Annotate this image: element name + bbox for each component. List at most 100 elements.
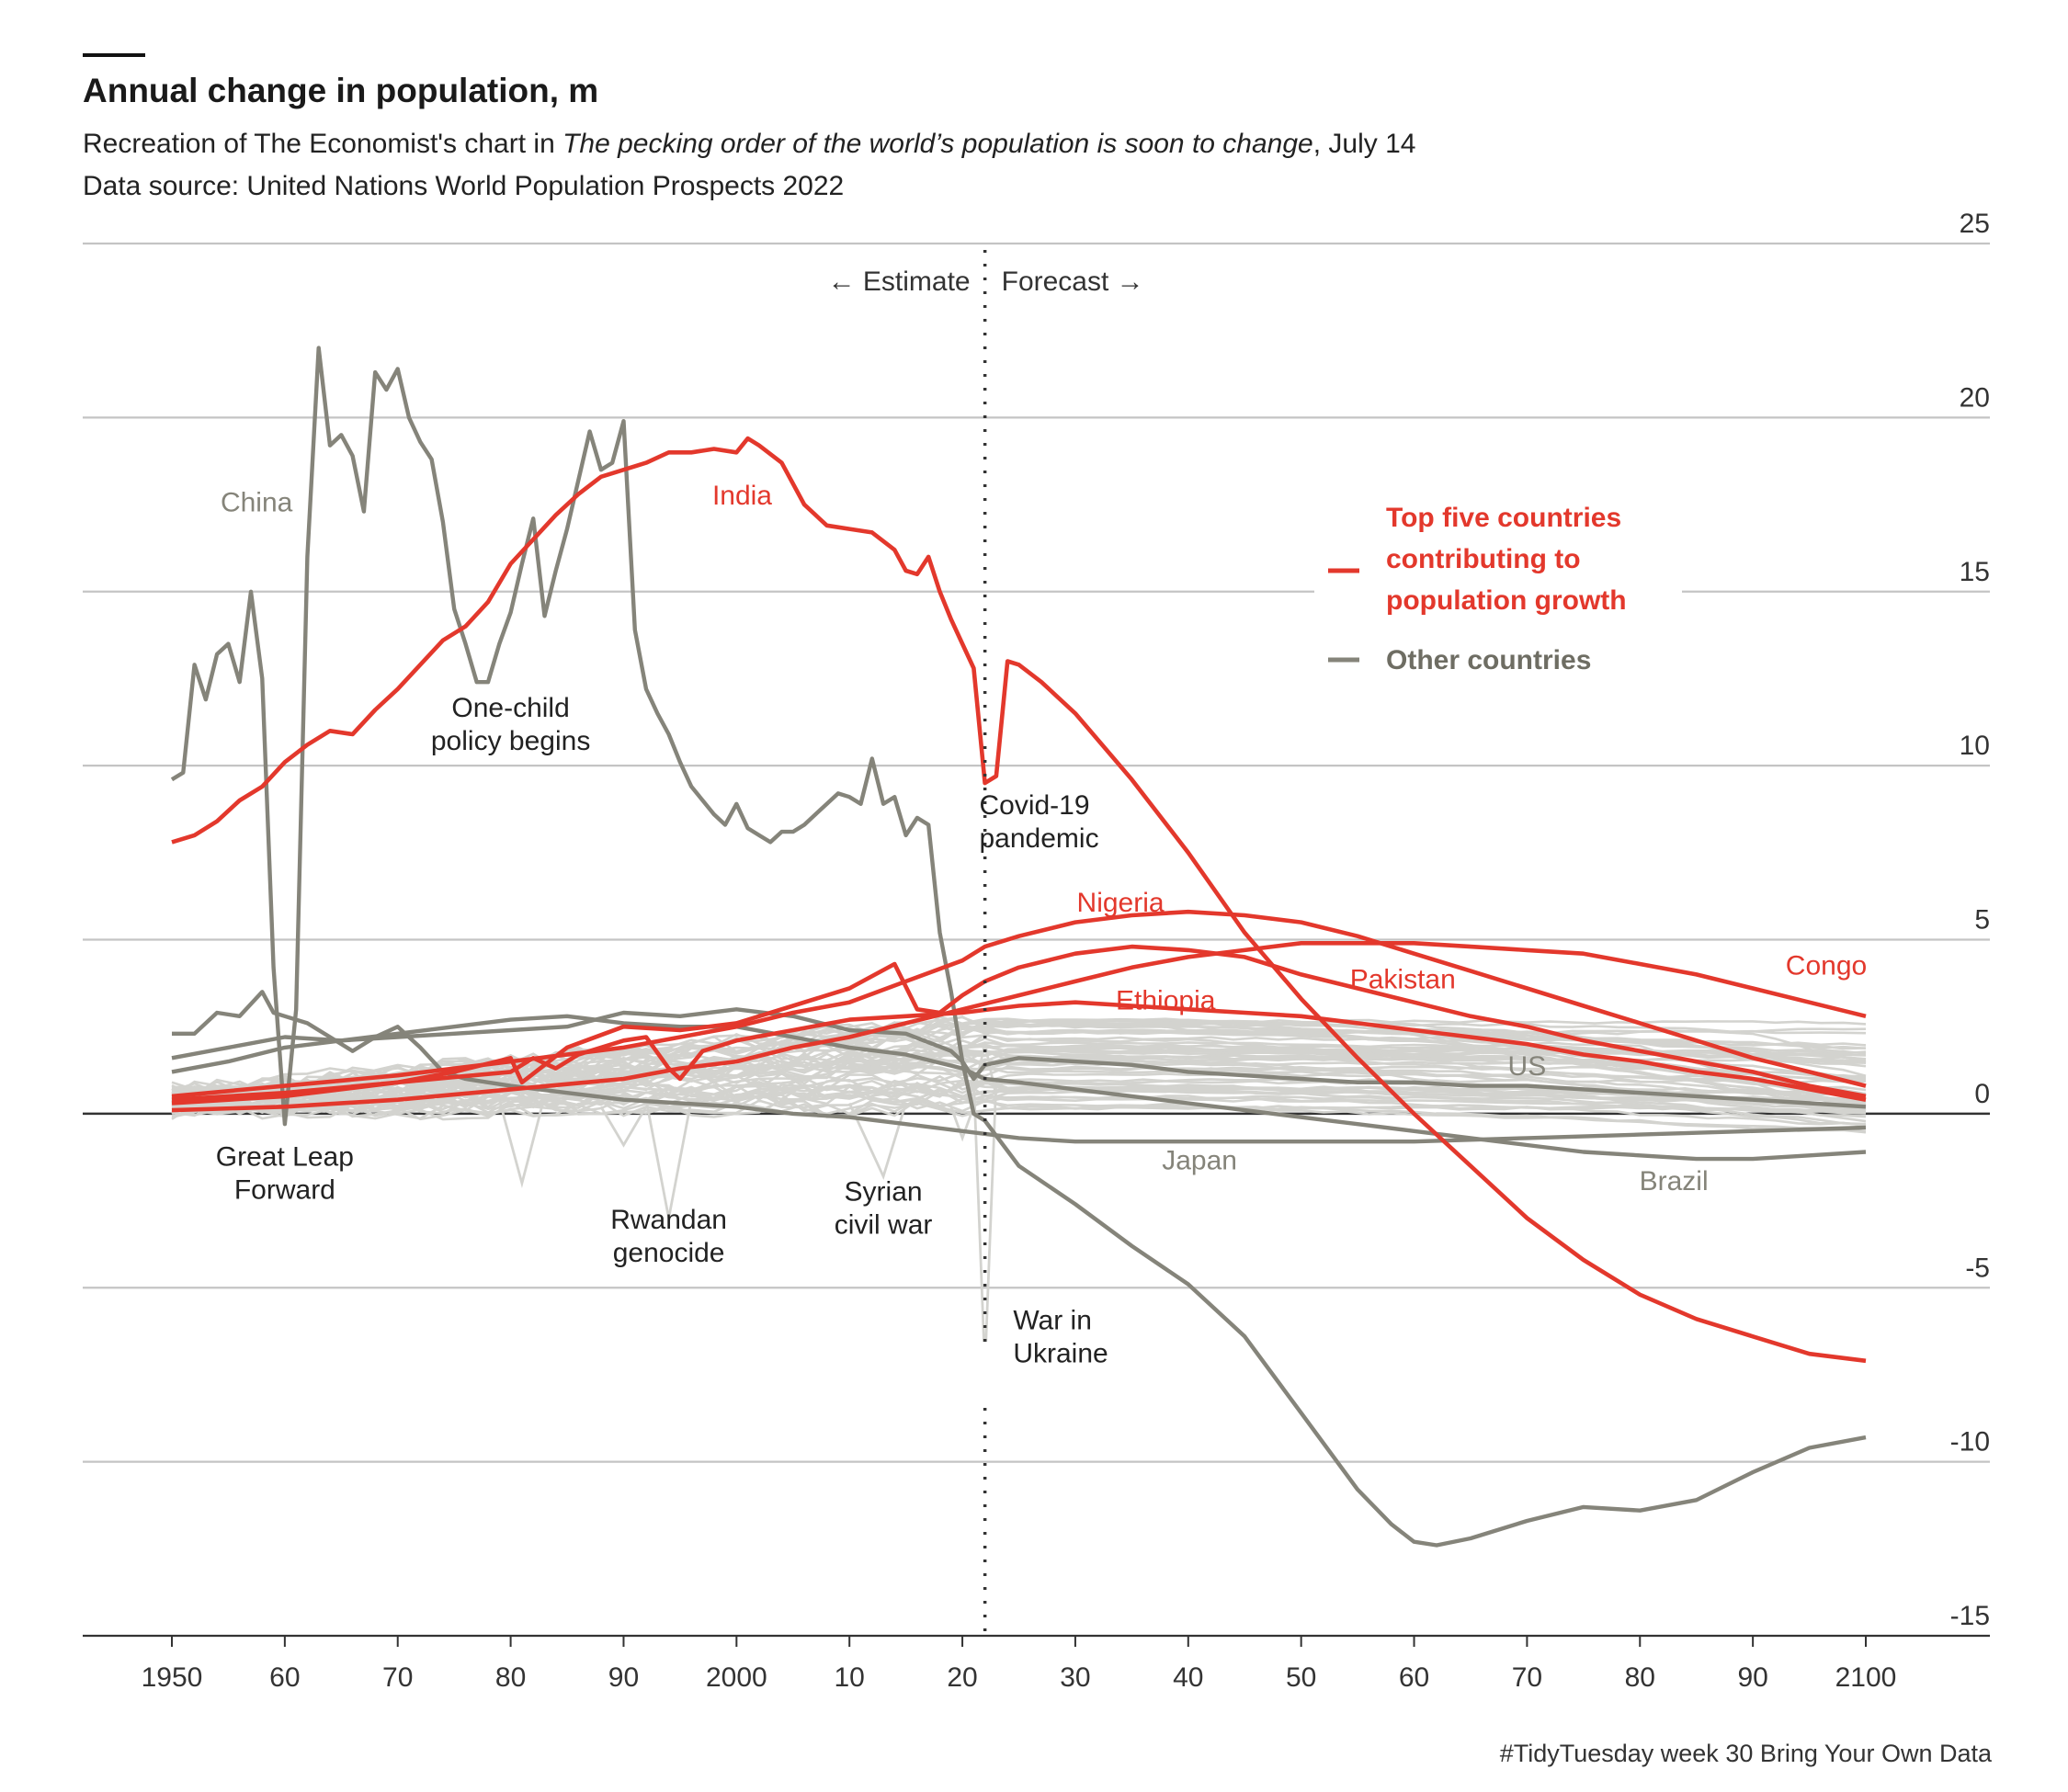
legend-label-top: population growth	[1386, 585, 1627, 616]
annotation-one-child-policy-begins: One-child policy begins	[431, 693, 590, 756]
background-country-line	[171, 1097, 1867, 1133]
top-country-series	[171, 436, 1867, 1364]
annotation-line: Congo	[1786, 950, 1867, 981]
annotation-line: Pakistan	[1350, 965, 1456, 995]
annotation-line: China	[221, 488, 293, 518]
x-tick-label: 70	[382, 1662, 413, 1693]
chart-source: Data source: United Nations World Popula…	[83, 171, 845, 201]
background-country-line	[847, 1102, 907, 1180]
annotation-line: Rwandan	[610, 1205, 727, 1235]
annotation-line: One-child	[451, 693, 569, 723]
x-tick-label: 60	[1399, 1662, 1429, 1693]
legend-label-top: contributing to	[1386, 544, 1581, 574]
annotation-covid-19-pandemic: Covid-19 pandemic	[979, 790, 1098, 854]
y-tick-label: 15	[1960, 557, 1990, 587]
x-tick-label: 30	[1060, 1662, 1090, 1693]
background-country-line	[949, 1106, 975, 1142]
series-japan-line	[172, 990, 1867, 1144]
forecast-label: Forecast →	[1002, 267, 1144, 297]
estimate-forecast-divider: ← Estimate Forecast →	[828, 250, 1144, 1636]
x-tick-label: 10	[835, 1662, 865, 1693]
series-congo-line	[171, 941, 1867, 1113]
y-tick-label: 25	[1960, 209, 1990, 239]
legend-label-other: Other countries	[1386, 645, 1591, 675]
x-axis: 1950 60 70 80 90 2000 10 20 30 40 50 60 70 80 90 2100	[142, 1636, 1897, 1693]
x-tick-label: 90	[1737, 1662, 1767, 1693]
annotation-congo: Congo	[1786, 950, 1867, 981]
series-pakistan-line	[171, 944, 1867, 1106]
annotation-india: India	[712, 481, 772, 511]
annotation-line: War in	[1013, 1306, 1092, 1336]
annotations: China India One-child policy begins Covid-19…	[216, 481, 1867, 1369]
x-tick-label: 20	[947, 1662, 977, 1693]
caption: #TidyTuesday week 30 Bring Your Own Data	[1499, 1740, 1992, 1767]
x-tick-label: 40	[1173, 1662, 1203, 1693]
y-tick-label: -5	[1965, 1253, 1990, 1283]
annotation-line: Brazil	[1640, 1166, 1709, 1197]
x-tick-label: 70	[1512, 1662, 1542, 1693]
y-tick-label: 10	[1960, 731, 1990, 761]
annotation-line: Ukraine	[1013, 1339, 1108, 1369]
background-country-line	[644, 1099, 693, 1219]
annotation-line: policy begins	[431, 726, 590, 756]
chart-title: Annual change in population, m	[83, 72, 599, 109]
annotation-brazil: Brazil	[1640, 1166, 1709, 1197]
series-india-line	[171, 436, 1867, 1364]
estimate-label: ← Estimate	[828, 267, 971, 297]
background-country-line	[171, 1099, 1867, 1121]
series-us-line	[171, 1007, 1867, 1109]
annotation-rwandan-genocide: Rwandan genocide	[610, 1205, 727, 1268]
annotation-line: genocide	[613, 1238, 725, 1268]
chart-subtitle: Recreation of The Economist's chart in T…	[83, 129, 1415, 160]
other-country-series	[170, 346, 1867, 1548]
x-tick-label: 50	[1286, 1662, 1316, 1693]
annotation-line: India	[712, 481, 772, 511]
annotation-line: Forward	[234, 1175, 335, 1206]
annotation-great-leap-forward: Great Leap Forward	[216, 1142, 354, 1206]
background-country-line	[171, 1081, 1867, 1115]
legend-label-top: Top five countries	[1386, 503, 1621, 533]
annotation-line: Covid-19	[979, 790, 1089, 821]
series-china-line	[170, 346, 1867, 1548]
x-tick-label: 90	[608, 1662, 639, 1693]
y-tick-label: 0	[1974, 1079, 1990, 1109]
x-tick-label: 2100	[1835, 1662, 1897, 1693]
background-country-line	[171, 1099, 1867, 1134]
annotation-syrian-civil-war: Syrian civil war	[835, 1177, 933, 1241]
annotation-line: Great Leap	[216, 1142, 354, 1173]
y-tick-label: -15	[1950, 1601, 1990, 1631]
annotation-line: Syrian	[845, 1177, 923, 1208]
annotation-line: Ethiopia	[1116, 985, 1216, 1015]
background-country-line	[599, 1106, 648, 1148]
divider-gap	[966, 1342, 1004, 1406]
annotation-line: pandemic	[979, 823, 1098, 854]
annotation-japan: Japan	[1162, 1145, 1237, 1175]
x-tick-label: 1950	[142, 1662, 203, 1693]
y-tick-label: -10	[1950, 1427, 1990, 1457]
annotation-nigeria: Nigeria	[1077, 888, 1165, 918]
annotation-line: US	[1508, 1051, 1547, 1082]
annotation-china: China	[221, 488, 293, 518]
background-country-line	[171, 1065, 1867, 1110]
series-ethiopia-line	[171, 1000, 1867, 1102]
annotation-line: Nigeria	[1077, 888, 1165, 918]
background-country-line	[171, 1089, 1867, 1127]
x-tick-label: 80	[495, 1662, 526, 1693]
background-country-line	[497, 1095, 546, 1189]
annotation-war-in-ukraine: War in Ukraine	[1013, 1306, 1108, 1369]
y-tick-label: 20	[1960, 382, 1990, 413]
x-tick-label: 80	[1625, 1662, 1655, 1693]
legend-background	[1314, 501, 1682, 694]
x-tick-label: 2000	[706, 1662, 767, 1693]
y-tick-label: 5	[1974, 905, 1990, 936]
series-nigeria-line	[171, 909, 1867, 1099]
series-brazil-line	[171, 1014, 1867, 1162]
annotation-us: US	[1508, 1051, 1547, 1082]
annotation-pakistan: Pakistan	[1350, 965, 1456, 995]
subtitle-prefix: Recreation of The Economist's chart in	[83, 129, 563, 159]
background-country-line	[171, 1065, 1867, 1110]
legend: Top five countries contributing to populat…	[1314, 501, 1682, 694]
annotation-ethiopia: Ethiopia	[1116, 985, 1216, 1015]
x-tick-label: 60	[269, 1662, 300, 1693]
